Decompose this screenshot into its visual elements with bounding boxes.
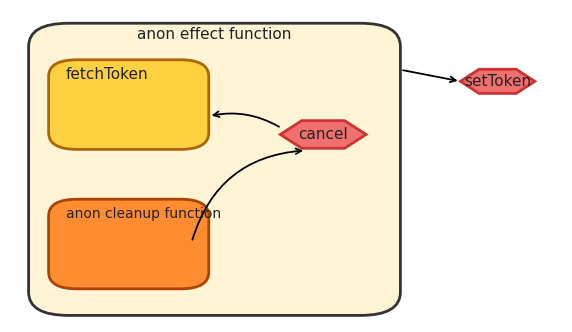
Text: cancel: cancel [299,127,348,142]
Polygon shape [460,69,535,93]
Text: anon effect function: anon effect function [137,27,292,42]
FancyBboxPatch shape [49,60,209,149]
Text: fetchToken: fetchToken [66,67,148,82]
Text: setToken: setToken [464,74,531,89]
FancyBboxPatch shape [49,199,209,289]
Polygon shape [280,121,366,148]
FancyBboxPatch shape [29,23,400,315]
Text: anon cleanup function: anon cleanup function [66,207,221,221]
